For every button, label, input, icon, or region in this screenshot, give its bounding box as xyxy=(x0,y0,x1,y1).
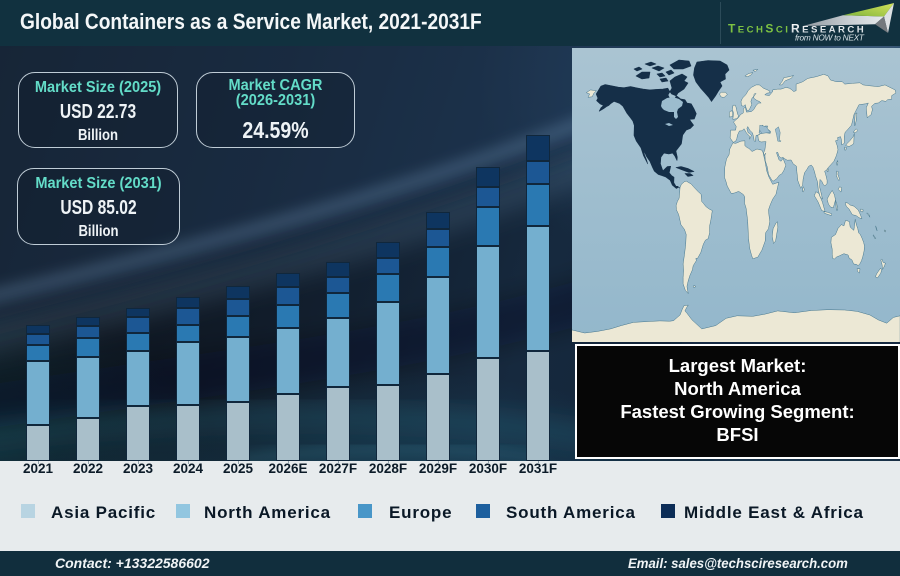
svg-text:TECHSCI: TECHSCI xyxy=(728,22,790,36)
svg-text:RESEARCH: RESEARCH xyxy=(791,22,866,36)
svg-text:from NOW to NEXT: from NOW to NEXT xyxy=(795,33,865,43)
